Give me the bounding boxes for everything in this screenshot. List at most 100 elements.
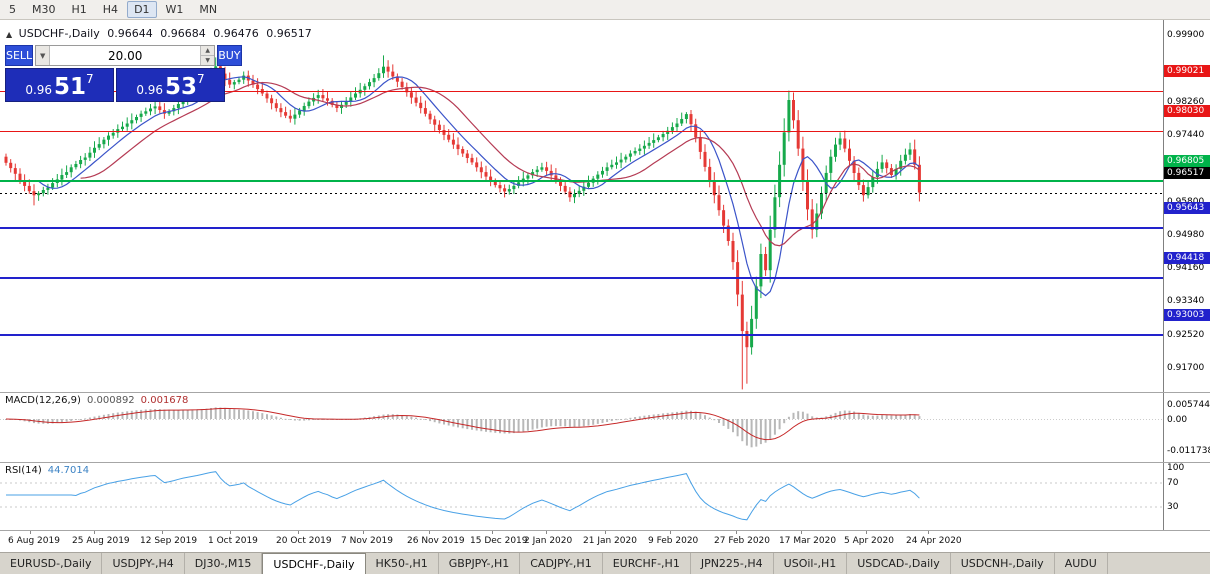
- price-level-tag: 0.99021: [1164, 65, 1210, 77]
- chart-tab-bar: EURUSD-,Daily USDJPY-,H4 DJ30-,M15 USDCHF-,…: [0, 552, 1210, 574]
- main-chart-canvas[interactable]: [0, 20, 1163, 392]
- volume-stepper: ▼ ▲ ▼: [35, 45, 216, 66]
- date-label: 17 Mar 2020: [779, 536, 837, 546]
- price-axis-label: 0.97440: [1167, 130, 1205, 140]
- sell-price-big: 51: [54, 74, 87, 100]
- volume-input[interactable]: [50, 46, 201, 65]
- chart-tab-EURUSD-Daily[interactable]: EURUSD-,Daily: [0, 553, 103, 574]
- date-label: 20 Oct 2019: [276, 536, 332, 546]
- date-label: 21 Jan 2020: [583, 536, 637, 546]
- date-label: 7 Nov 2019: [341, 536, 393, 546]
- timeframe-W1[interactable]: W1: [165, 3, 184, 16]
- macd-signal-line: [5, 407, 920, 441]
- buy-price-button[interactable]: 0.96 53 7: [116, 68, 225, 102]
- date-tick: [162, 531, 163, 534]
- macd-canvas[interactable]: [0, 393, 1163, 463]
- timeframe-H1[interactable]: H1: [71, 3, 87, 16]
- macd-axis-label: 0.00: [1167, 415, 1188, 425]
- macd-signal-value: 0.001678: [140, 395, 189, 406]
- price-level-tag: 0.98030: [1164, 105, 1210, 117]
- price-level-tag: 0.95643: [1164, 202, 1210, 214]
- chart-tab-DJ30-M15[interactable]: DJ30-,M15: [185, 553, 263, 574]
- rsi-axis[interactable]: 100 70 30: [1163, 463, 1210, 530]
- symbol-period-label: USDCHF-,Daily: [18, 27, 100, 40]
- rsi-value: 44.7014: [47, 465, 90, 476]
- rsi-canvas[interactable]: [0, 463, 1163, 531]
- volume-down-icon[interactable]: ▼: [201, 56, 215, 65]
- date-tick: [605, 531, 606, 534]
- price-axis[interactable]: 0.999000.982600.974400.958000.949800.941…: [1163, 20, 1210, 392]
- date-label: 24 Apr 2020: [906, 536, 962, 546]
- rsi-axis-label: 100: [1167, 463, 1185, 473]
- date-label: 9 Feb 2020: [648, 536, 699, 546]
- date-tick: [546, 531, 547, 534]
- buy-button[interactable]: BUY: [217, 45, 242, 66]
- volume-up-icon[interactable]: ▲: [201, 46, 215, 56]
- timeframe-5[interactable]: 5: [9, 3, 16, 16]
- rsi-axis-label: 30: [1167, 502, 1179, 512]
- date-label: 25 Aug 2019: [72, 536, 130, 546]
- date-label: 6 Aug 2019: [8, 536, 60, 546]
- date-tick: [736, 531, 737, 534]
- chart-tab-AUDU[interactable]: AUDU: [1055, 553, 1108, 574]
- macd-axis-label: 0.005744: [1167, 400, 1210, 410]
- price-level-tag: 0.96805: [1164, 155, 1210, 167]
- date-tick: [30, 531, 31, 534]
- rsi-indicator-panel: 100 70 30 RSI(14) 44.7014: [0, 462, 1210, 530]
- price-axis-label: 0.99900: [1167, 30, 1205, 40]
- date-tick: [670, 531, 671, 534]
- date-tick: [429, 531, 430, 534]
- timeframe-D1[interactable]: D1: [127, 1, 157, 18]
- timeframe-toolbar: 5 M30 H1 H4 D1 W1 MN: [0, 0, 1210, 20]
- timeframe-M30[interactable]: M30: [32, 3, 56, 16]
- price-axis-label: 0.98260: [1167, 97, 1205, 107]
- macd-axis[interactable]: 0.005744 0.00 -0.011738: [1163, 393, 1210, 462]
- sell-price-prefix: 0.96: [25, 83, 53, 97]
- date-tick: [363, 531, 364, 534]
- macd-main-value: 0.000892: [86, 395, 135, 406]
- chart-tab-JPN225-H4[interactable]: JPN225-,H4: [691, 553, 774, 574]
- trade-panel-expander-icon[interactable]: ▲: [6, 30, 13, 39]
- buy-price-sup: 7: [197, 72, 205, 86]
- high-value: 0.96684: [160, 27, 206, 40]
- chart-tab-USDCNH-Daily[interactable]: USDCNH-,Daily: [951, 553, 1055, 574]
- date-tick: [866, 531, 867, 534]
- open-value: 0.96644: [107, 27, 153, 40]
- chart-tab-CADJPY-H1[interactable]: CADJPY-,H1: [520, 553, 603, 574]
- chart-tab-USOil-H1[interactable]: USOil-,H1: [774, 553, 848, 574]
- date-label: 1 Oct 2019: [208, 536, 258, 546]
- date-label: 5 Apr 2020: [844, 536, 894, 546]
- date-tick: [298, 531, 299, 534]
- date-label: 2 Jan 2020: [524, 536, 573, 546]
- volume-dropdown-icon[interactable]: ▼: [36, 46, 51, 65]
- price-axis-label: 0.92520: [1167, 330, 1205, 340]
- chart-tab-USDJPY-H4[interactable]: USDJPY-,H4: [102, 553, 185, 574]
- price-axis-label: 0.93340: [1167, 296, 1205, 306]
- date-tick: [928, 531, 929, 534]
- rsi-axis-label: 70: [1167, 478, 1179, 488]
- close-value: 0.96517: [266, 27, 312, 40]
- chart-tab-GBPJPY-H1[interactable]: GBPJPY-,H1: [439, 553, 521, 574]
- main-chart-panel: 0.999000.982600.974400.958000.949800.941…: [0, 20, 1210, 392]
- sell-button[interactable]: SELL: [5, 45, 34, 66]
- timeframe-H4[interactable]: H4: [102, 3, 119, 16]
- chart-tab-HK50-H1[interactable]: HK50-,H1: [366, 553, 439, 574]
- date-axis[interactable]: 6 Aug 2019 25 Aug 2019 12 Sep 2019 1 Oct 20…: [0, 530, 1210, 552]
- date-tick: [492, 531, 493, 534]
- sell-price-button[interactable]: 0.96 51 7: [5, 68, 114, 102]
- macd-axis-label: -0.011738: [1167, 446, 1210, 456]
- date-label: 15 Dec 2019: [470, 536, 528, 546]
- chart-tab-USDCAD-Daily[interactable]: USDCAD-,Daily: [847, 553, 951, 574]
- date-tick: [801, 531, 802, 534]
- date-label: 27 Feb 2020: [714, 536, 771, 546]
- chart-tab-USDCHF-Daily[interactable]: USDCHF-,Daily: [262, 553, 366, 574]
- date-label: 26 Nov 2019: [407, 536, 465, 546]
- timeframe-MN[interactable]: MN: [199, 3, 218, 16]
- date-tick: [94, 531, 95, 534]
- rsi-name: RSI(14): [5, 465, 42, 476]
- macd-header: MACD(12,26,9) 0.000892 0.001678: [5, 395, 188, 406]
- date-label: 12 Sep 2019: [140, 536, 198, 546]
- chart-tab-EURCHF-H1[interactable]: EURCHF-,H1: [603, 553, 691, 574]
